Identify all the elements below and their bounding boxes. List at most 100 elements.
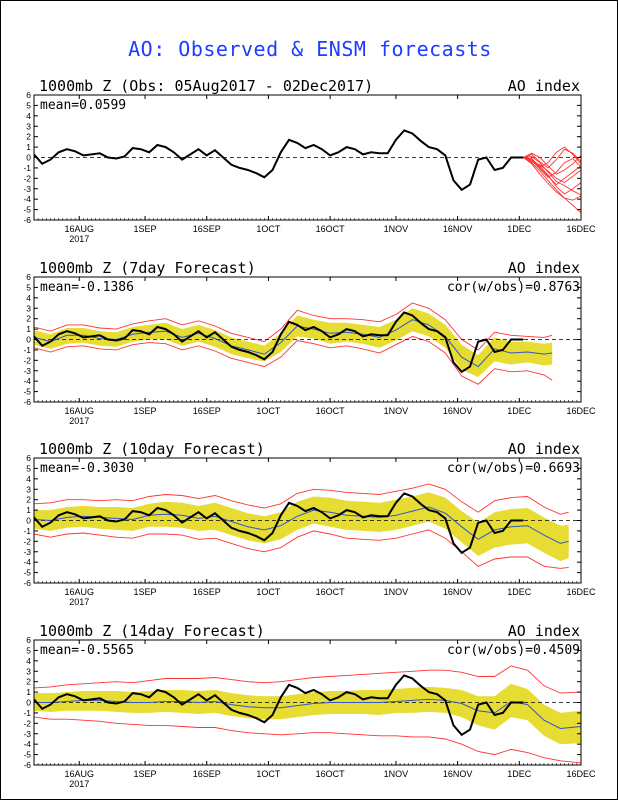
- observed-line: [34, 311, 524, 374]
- ensemble-member-line: [523, 156, 581, 196]
- y-tick-label: 2: [26, 677, 31, 687]
- spread-lower-line: [34, 529, 569, 569]
- y-tick-label: -2: [23, 355, 31, 365]
- mean-stat: mean=0.0599: [40, 98, 126, 113]
- y-tick-label: 6: [26, 453, 31, 463]
- y-tick-label: -4: [23, 194, 31, 204]
- y-tick-label: 1: [26, 142, 31, 152]
- ensemble-member-line: [523, 157, 581, 186]
- x-tick-label: 16NOV: [443, 587, 473, 597]
- x-tick-year: 2017: [69, 779, 89, 789]
- x-tick-label: 16OCT: [316, 769, 346, 779]
- x-tick-year: 2017: [69, 234, 89, 244]
- x-tick-label: 16OCT: [316, 587, 346, 597]
- plot-area: [34, 483, 581, 569]
- y-tick-label: -1: [23, 345, 31, 355]
- main-title: AO: Observed & ENSM forecasts: [128, 37, 492, 61]
- y-tick-label: -1: [23, 163, 31, 173]
- x-tick-label: 1SEP: [134, 224, 157, 234]
- y-tick-label: -3: [23, 729, 31, 739]
- panel-2: 1000mb Z (7day Forecast) AO index mean=-0.…: [23, 259, 596, 426]
- spread-band: [34, 308, 553, 377]
- x-tick-label: 1SEP: [134, 406, 157, 416]
- y-tick-label: -5: [23, 387, 31, 397]
- x-tick-year: 2017: [69, 416, 89, 426]
- mean-stat: mean=-0.3030: [40, 461, 134, 476]
- x-tick-label: 16AUG: [64, 224, 94, 234]
- ensemble-member-line: [523, 157, 581, 201]
- y-tick-label: 5: [26, 645, 31, 655]
- y-tick-label: 0: [26, 516, 31, 526]
- x-tick-label: 16OCT: [316, 224, 346, 234]
- y-tick-label: -2: [23, 173, 31, 183]
- x-tick-label: 1NOV: [384, 587, 409, 597]
- y-tick-label: 3: [26, 303, 31, 313]
- index-label: AO index: [508, 77, 580, 95]
- y-tick-label: 5: [26, 463, 31, 473]
- y-tick-label: -6: [23, 215, 31, 225]
- observed-line: [34, 129, 524, 192]
- y-tick-label: -6: [23, 578, 31, 588]
- y-tick-label: 6: [26, 272, 31, 282]
- x-tick-label: 1NOV: [384, 406, 409, 416]
- index-label: AO index: [508, 440, 580, 458]
- x-tick-label: 1OCT: [256, 224, 281, 234]
- y-tick-label: 2: [26, 132, 31, 142]
- x-tick-label: 1DEC: [507, 406, 532, 416]
- y-tick-label: -4: [23, 376, 31, 386]
- x-tick-label: 16AUG: [64, 769, 94, 779]
- y-tick-label: 2: [26, 495, 31, 505]
- y-tick-label: -6: [23, 397, 31, 407]
- y-tick-label: 3: [26, 666, 31, 676]
- x-tick-year: 2017: [69, 597, 89, 607]
- observed-line: [34, 492, 524, 555]
- plot-area: [34, 665, 581, 764]
- index-label: AO index: [508, 622, 580, 640]
- x-tick-label: 16SEP: [193, 587, 221, 597]
- y-tick-label: -1: [23, 526, 31, 536]
- y-tick-label: 0: [26, 153, 31, 163]
- y-tick-label: -2: [23, 718, 31, 728]
- x-tick-label: 16NOV: [443, 406, 473, 416]
- x-tick-label: 16DEC: [566, 224, 596, 234]
- panel-title: 1000mb Z (10day Forecast): [39, 440, 265, 458]
- spread-lower-line: [34, 335, 553, 385]
- x-tick-label: 16AUG: [64, 587, 94, 597]
- y-tick-label: 4: [26, 293, 31, 303]
- spread-upper-line: [34, 302, 553, 351]
- y-tick-label: -5: [23, 205, 31, 215]
- x-tick-label: 1DEC: [507, 769, 532, 779]
- y-tick-label: 4: [26, 474, 31, 484]
- x-tick-label: 16NOV: [443, 769, 473, 779]
- y-tick-label: -3: [23, 366, 31, 376]
- y-tick-label: 1: [26, 687, 31, 697]
- x-tick-label: 1SEP: [134, 769, 157, 779]
- y-tick-label: 1: [26, 324, 31, 334]
- y-tick-label: -4: [23, 739, 31, 749]
- ensemble-member-line: [523, 146, 581, 168]
- x-tick-label: 1NOV: [384, 769, 409, 779]
- x-tick-label: 16NOV: [443, 224, 473, 234]
- x-tick-label: 16DEC: [566, 769, 596, 779]
- y-tick-label: -5: [23, 568, 31, 578]
- x-tick-label: 16DEC: [566, 587, 596, 597]
- ensemble-member-line: [523, 152, 581, 175]
- x-tick-label: 1SEP: [134, 587, 157, 597]
- spread-lower-line: [34, 716, 581, 764]
- index-label: AO index: [508, 259, 580, 277]
- y-tick-label: -2: [23, 536, 31, 546]
- correlation-stat: cor(w/obs)=0.8763: [447, 280, 580, 295]
- x-tick-label: 16OCT: [316, 406, 346, 416]
- mean-stat: mean=-0.1386: [40, 280, 134, 295]
- y-tick-label: 3: [26, 121, 31, 131]
- y-tick-label: 2: [26, 314, 31, 324]
- x-tick-label: 1DEC: [507, 224, 532, 234]
- panel-4: 1000mb Z (14day Forecast) AO index mean=-0…: [23, 622, 596, 789]
- x-tick-label: 16DEC: [566, 406, 596, 416]
- x-tick-label: 1NOV: [384, 224, 409, 234]
- correlation-stat: cor(w/obs)=0.6693: [447, 461, 580, 476]
- spread-band: [34, 492, 569, 562]
- observed-line: [34, 674, 524, 737]
